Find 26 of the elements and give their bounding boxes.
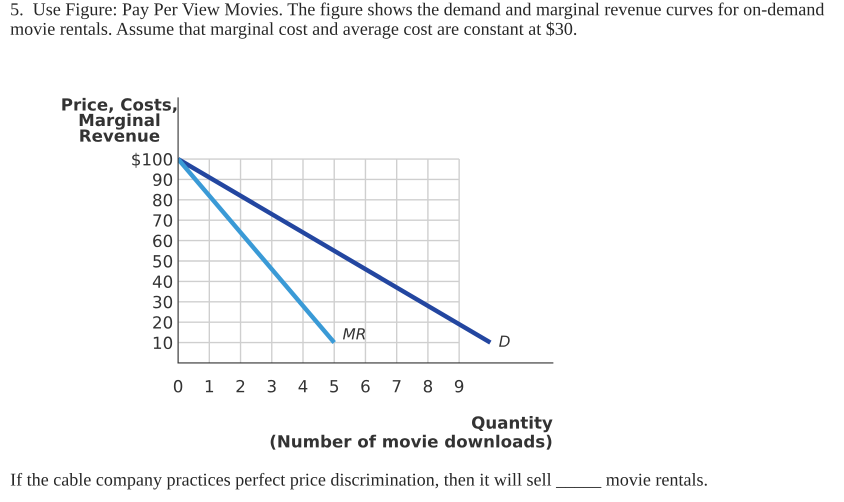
y-tick-label: 70	[153, 214, 172, 227]
y-tick-label: 30	[153, 296, 172, 308]
x-tick-label: 8	[424, 380, 432, 393]
x-tick-label: 3	[268, 380, 276, 393]
series-label: MR	[342, 328, 365, 340]
text: If the cable company practices perfect price discrimination, then it will sell _____ movie rentals.	[10, 472, 707, 490]
y-axis-title: Price, Costs, Marginal Revenue	[62, 98, 176, 142]
x-tick-label: 7	[392, 380, 401, 392]
chart-title: 5. Use Figure: Pay Per View Movies. The figure shows the demand and marginal revenue curves for on-demand movie rentals. Assume that marginal cost and average cost are constant at $30.	[10, 2, 824, 39]
series-label: D	[499, 336, 510, 347]
y-tick-label: 20	[153, 316, 172, 329]
x-tick-label: 6	[361, 380, 370, 393]
x-tick-label: 0	[174, 380, 182, 393]
x-tick-label: 9	[454, 380, 464, 393]
x-tick-label: 2	[236, 380, 244, 392]
y-tick-label: 40	[152, 275, 172, 288]
x-axis-title: Quantity (Number of movie downloads)	[270, 416, 553, 450]
x-tick-label: 1	[206, 380, 214, 392]
x-tick-label: 4	[298, 380, 308, 392]
y-tick-label: 90	[153, 173, 172, 186]
y-tick-label: $100	[132, 152, 172, 168]
y-tick-label: 80	[153, 194, 172, 206]
y-tick-label: 10	[154, 336, 172, 350]
y-tick-label: 50	[153, 254, 172, 268]
y-tick-label: 60	[153, 234, 172, 248]
x-tick-label: 5	[330, 380, 338, 393]
